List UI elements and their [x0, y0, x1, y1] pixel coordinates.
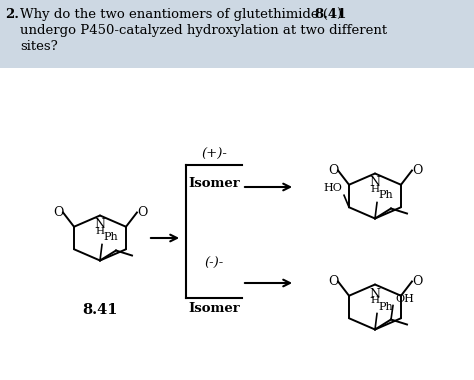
Text: 2.: 2.: [5, 8, 19, 21]
Text: 8.41: 8.41: [82, 303, 118, 317]
Text: Ph: Ph: [378, 190, 393, 201]
Text: H: H: [95, 226, 104, 236]
Text: O: O: [328, 164, 338, 177]
Text: (+)-: (+)-: [201, 148, 227, 161]
Text: H: H: [371, 185, 380, 193]
Text: Why do the two enantiomers of glutethimide (: Why do the two enantiomers of glutethimi…: [20, 8, 328, 21]
Text: undergo P450-catalyzed hydroxylation at two different: undergo P450-catalyzed hydroxylation at …: [20, 24, 387, 37]
Text: OH: OH: [395, 293, 414, 304]
Text: N: N: [94, 218, 106, 231]
Text: O: O: [53, 206, 63, 219]
Text: O: O: [328, 275, 338, 288]
Text: N: N: [370, 176, 381, 190]
Text: HO: HO: [323, 183, 342, 193]
Text: ): ): [336, 8, 341, 21]
Text: Ph: Ph: [103, 233, 118, 242]
Bar: [0, 0, 474, 68]
Text: H: H: [371, 296, 380, 305]
Text: Isomer: Isomer: [188, 177, 240, 190]
Text: 8.41: 8.41: [314, 8, 346, 21]
Text: Isomer: Isomer: [188, 302, 240, 315]
Text: O: O: [137, 206, 147, 219]
Text: O: O: [412, 164, 422, 177]
Text: (-)-: (-)-: [204, 257, 224, 270]
Text: O: O: [412, 275, 422, 288]
Text: N: N: [370, 288, 381, 301]
Text: Ph: Ph: [378, 301, 393, 312]
Text: sites?: sites?: [20, 40, 58, 53]
